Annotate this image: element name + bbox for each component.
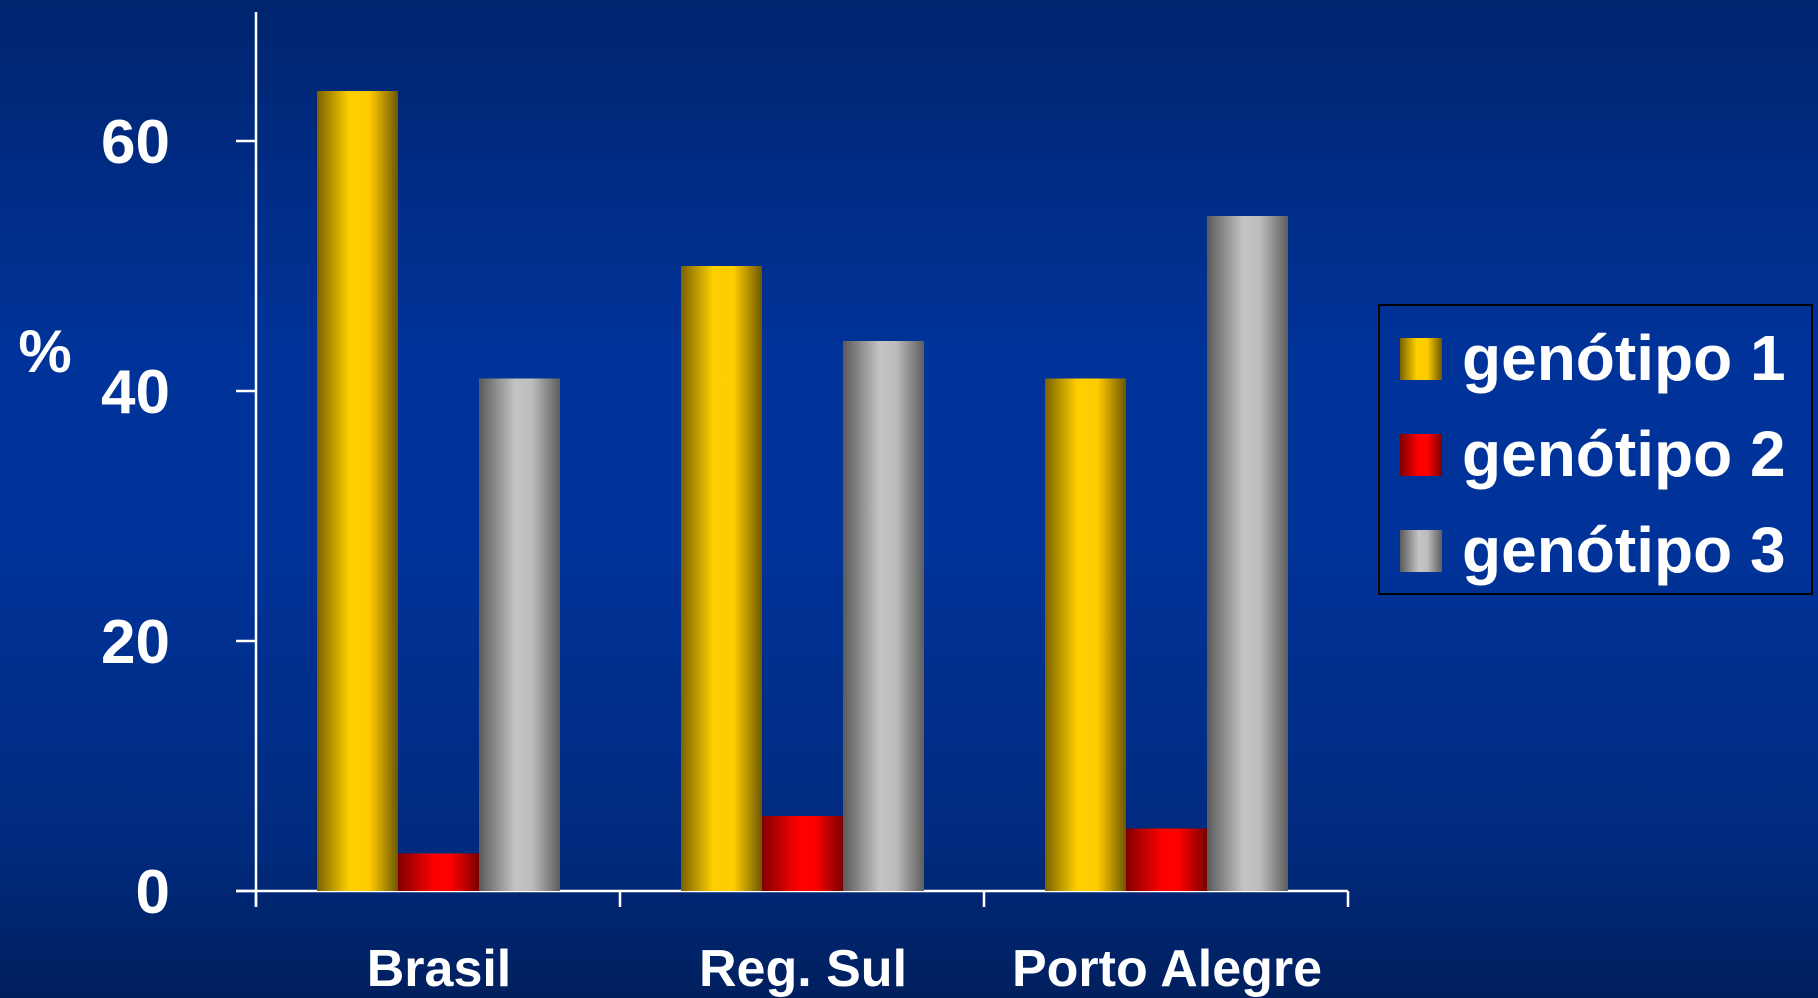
legend-label-1: genótipo 1: [1462, 322, 1786, 394]
category-label: Reg. Sul: [699, 940, 907, 998]
y-tick-label: 60: [101, 108, 170, 177]
bar-2-porto-alegre: [1126, 828, 1207, 891]
bar-2-reg-sul: [762, 816, 843, 891]
bar-2-brasil: [398, 853, 479, 891]
bars: [317, 91, 1288, 891]
y-tick-labels: 0 20 40 60: [101, 108, 170, 927]
legend-box: [1378, 304, 1813, 595]
bar-3-porto-alegre: [1207, 216, 1288, 891]
legend-swatch-2: [1400, 434, 1442, 476]
legend-swatch-1: [1400, 338, 1442, 380]
y-axis-label: %: [18, 318, 71, 385]
y-tick-label: 40: [101, 358, 170, 427]
bar-1-brasil: [317, 91, 398, 891]
legend-swatch-3: [1400, 530, 1442, 572]
bar-1-porto-alegre: [1045, 378, 1126, 891]
category-labels: Brasil Reg. Sul Porto Alegre: [367, 940, 1322, 998]
y-tick-label: 0: [136, 858, 170, 927]
bar-3-brasil: [479, 378, 560, 891]
category-label: Porto Alegre: [1012, 940, 1322, 998]
y-tick-label: 20: [101, 608, 170, 677]
legend-label-2: genótipo 2: [1462, 418, 1786, 490]
bar-3-reg-sul: [843, 341, 924, 891]
bar-1-reg-sul: [681, 266, 762, 891]
category-label: Brasil: [367, 940, 512, 998]
legend-label-3: genótipo 3: [1462, 514, 1786, 586]
axes: [236, 12, 1350, 907]
legend: genótipo 1 genótipo 2 genótipo 3: [1378, 304, 1813, 595]
